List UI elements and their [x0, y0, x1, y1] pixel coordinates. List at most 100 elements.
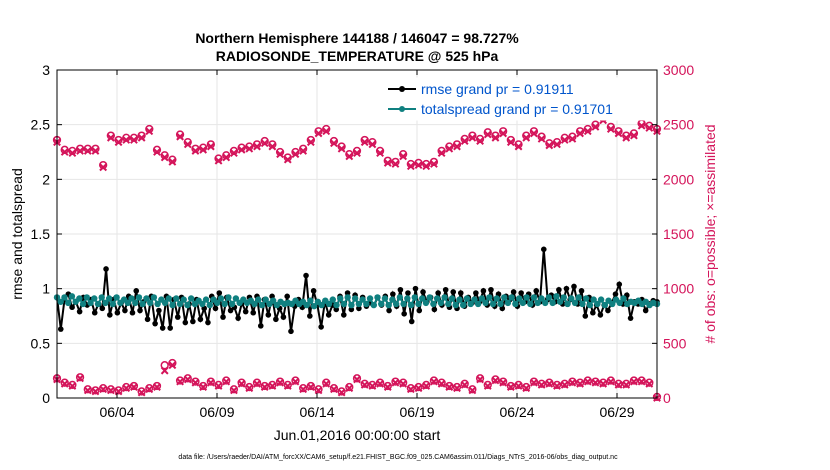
- obs-assimilated-marker: [506, 138, 515, 147]
- obs-possible-low-marker: [614, 379, 623, 388]
- obs-assimilated-low-marker: [430, 377, 438, 386]
- obs-possible-low-marker: [468, 385, 477, 394]
- obs-assimilated-low-marker: [568, 378, 577, 387]
- totalspread-point: [426, 294, 433, 301]
- axes: 0 0.5 1 1.5 2 2.5 3 0 500 1000 1500 2000 2500 3000 06/…: [31, 62, 695, 420]
- obs-assimilated-marker: [145, 127, 154, 136]
- totalspread-point: [400, 300, 407, 308]
- obs-possible-low-marker: [429, 376, 439, 385]
- obs-possible-low-marker: [599, 378, 608, 387]
- obs-assimilated-series: [53, 116, 661, 172]
- obs-possible-low-marker: [406, 384, 415, 393]
- rmse-point: [510, 289, 517, 295]
- right-tick-label: 3000: [663, 62, 694, 78]
- obs-possible-low-marker: [629, 376, 639, 385]
- totalspread-point: [452, 301, 459, 309]
- obs-assimilated-marker: [245, 144, 254, 153]
- obs-assimilated-low-marker: [260, 383, 269, 391]
- rmse-point: [174, 314, 181, 320]
- obs-assimilated-marker: [345, 152, 354, 161]
- x-tick-label: 06/24: [499, 404, 534, 420]
- obs-assimilated-marker: [299, 146, 308, 155]
- obs-assimilated-low-marker: [468, 386, 477, 395]
- obs-possible-low-marker: [199, 381, 208, 391]
- totalspread-point: [549, 299, 556, 307]
- obs-assimilated-marker: [622, 133, 631, 142]
- totalspread-point: [553, 293, 560, 300]
- obs-assimilated-marker: [322, 127, 331, 136]
- totalspread-point: [83, 294, 91, 301]
- rmse-point: [344, 290, 351, 296]
- totalspread-point: [519, 299, 527, 307]
- totalspread-point: [337, 295, 344, 302]
- obs-assimilated-low-marker: [368, 382, 377, 390]
- obs-possible-low-marker: [537, 379, 546, 388]
- rmse-point: [340, 312, 347, 318]
- totalspread-point: [474, 300, 482, 308]
- obs-assimilated-marker: [414, 161, 423, 170]
- right-tick-label: 1000: [663, 281, 694, 297]
- rmse-point: [325, 312, 332, 318]
- rmse-point: [488, 286, 494, 293]
- obs-possible-low-marker: [160, 361, 169, 370]
- obs-assimilated-low-marker: [630, 377, 638, 386]
- totalspread-point: [214, 299, 221, 307]
- totalspread-point: [94, 300, 102, 308]
- rmse-point: [582, 313, 589, 319]
- obs-possible-low-marker: [637, 376, 646, 385]
- left-tick-label: 1.5: [31, 226, 51, 242]
- obs-assimilated-low-marker: [476, 375, 484, 384]
- totalspread-point: [206, 301, 213, 309]
- totalspread-point: [109, 300, 117, 308]
- rmse-point: [144, 316, 151, 323]
- obs-assimilated-marker: [645, 124, 654, 132]
- rmse-point: [556, 286, 562, 293]
- rmse-point: [390, 291, 396, 297]
- obs-assimilated-low-marker: [360, 380, 369, 389]
- totalspread-point: [419, 295, 426, 302]
- obs-possible-low-marker: [260, 381, 269, 391]
- rmse-point: [284, 293, 290, 300]
- obs-assimilated-low-marker: [406, 385, 415, 394]
- totalspread-point: [456, 296, 463, 303]
- obs-assimilated-marker: [606, 125, 615, 133]
- obs-assimilated-low-marker: [553, 382, 561, 390]
- obs-assimilated-low-marker: [499, 378, 508, 387]
- obs-possible-low-marker: [152, 381, 162, 391]
- obs-possible-low-series: [52, 358, 662, 402]
- rmse-point: [235, 315, 241, 321]
- obs-assimilated-low-marker: [530, 378, 538, 387]
- x-tick-label: 06/04: [99, 404, 134, 420]
- obs-assimilated-low-marker: [599, 379, 608, 388]
- obs-assimilated-marker: [406, 162, 415, 171]
- left-tick-label: 0.5: [31, 335, 51, 351]
- obs-possible-low-marker: [368, 380, 377, 390]
- obs-assimilated-low-marker: [253, 379, 261, 388]
- grid-lines: [57, 69, 657, 399]
- left-tick-label: 0: [42, 390, 50, 406]
- chart-title: Northern Hemisphere 144188 / 146047 = 98…: [195, 30, 519, 64]
- totalspread-point: [441, 294, 448, 301]
- obs-assimilated-low-marker: [606, 377, 615, 386]
- obs-assimilated-marker: [237, 145, 246, 154]
- obs-assimilated-marker: [483, 130, 492, 139]
- totalspread-point: [620, 295, 627, 302]
- obs-assimilated-low-marker: [637, 377, 646, 386]
- obs-assimilated-marker: [153, 148, 161, 156]
- obs-assimilated-low-marker: [68, 382, 77, 390]
- obs-possible-low-marker: [283, 380, 292, 390]
- totalspread-point: [184, 301, 191, 309]
- totalspread-point: [374, 294, 381, 301]
- totalspread-point: [501, 294, 508, 301]
- rmse-point: [216, 290, 223, 296]
- obs-possible-low-marker: [375, 378, 385, 387]
- obs-assimilated-low-marker: [153, 383, 161, 391]
- rmse-point: [416, 307, 423, 314]
- obs-assimilated-marker: [130, 136, 138, 144]
- rmse-point: [129, 309, 136, 316]
- legend-rmse-marker: [399, 86, 405, 92]
- obs-assimilated-low-marker: [306, 383, 315, 391]
- obs-assimilated-marker: [460, 137, 469, 145]
- rmse-point: [288, 328, 294, 335]
- rmse-point: [76, 308, 83, 315]
